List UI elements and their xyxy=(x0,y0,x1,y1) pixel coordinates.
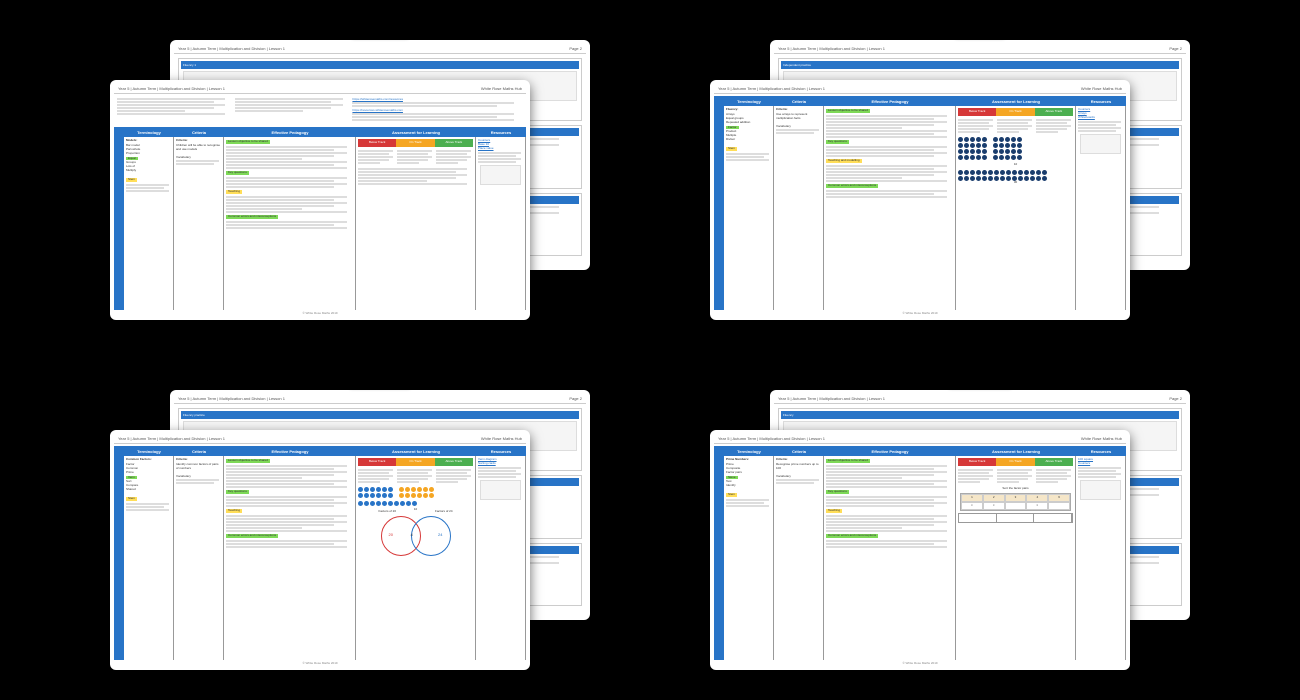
page-header: Year 5 | Autumn Term | Multiplication an… xyxy=(774,394,1186,404)
column-header-row: Terminology Criteria Effective Pedagogy … xyxy=(114,446,526,456)
page-header: Year 5 | Autumn Term | Multiplication an… xyxy=(174,394,586,404)
assessment-header: Below Track On Track Above Track xyxy=(958,108,1073,116)
back-panel-title: Independent practice xyxy=(781,61,1179,69)
page-front: Year 5 | Autumn Term | Multiplication an… xyxy=(110,80,530,320)
resources-column: Venn diagramSorting cards xyxy=(476,456,526,660)
page-header: Year 5 | Autumn Term | Multiplication an… xyxy=(714,434,1126,444)
footer: © White Rose Maths 2019 xyxy=(714,310,1126,316)
slide-front: Year 5 | Autumn Term | Multiplication an… xyxy=(110,80,530,320)
resource-link[interactable]: https://resources.whiterosemaths.com xyxy=(352,108,403,112)
sidebar-accent xyxy=(714,456,724,660)
page-front: Year 5 | Autumn Term | Multiplication an… xyxy=(110,430,530,670)
terminology-column: Prime Numbers: PrimeCompositeFactor pair… xyxy=(724,456,774,660)
footer: © White Rose Maths 2019 xyxy=(114,660,526,666)
resource-item[interactable]: Sorting cards xyxy=(478,462,523,466)
assessment-header: Below Track On Track Above Track xyxy=(358,139,473,147)
column-header-row: Terminology Criteria Effective Pedagogy … xyxy=(714,446,1126,456)
criteria-column: Criteria: Recognise prime numbers up to … xyxy=(774,456,824,660)
counter-group xyxy=(358,487,473,498)
header-sub: White Rose Maths Hub xyxy=(1081,436,1122,441)
resources-column: CountersArraysWhiteboards xyxy=(1076,106,1126,310)
terminology-column: Fluency: ArraysEqual groupsRepeated addi… xyxy=(724,106,774,310)
resource-item[interactable]: Whiteboards xyxy=(1078,116,1123,120)
terminology-column: Common Factors: FactorCommonPrime Venn S… xyxy=(124,456,174,660)
header-sub: White Rose Maths Hub xyxy=(1081,86,1122,91)
page-front: Year 5 | Autumn Term | Multiplication an… xyxy=(710,430,1130,670)
header-title: Year 5 | Autumn Term | Multiplication an… xyxy=(118,436,225,441)
page-header: Year 5 | Autumn Term | Multiplication an… xyxy=(774,44,1186,54)
header-title: Year 5 | Autumn Term | Multiplication an… xyxy=(118,86,225,91)
slide-group-2: Common Year 5 | Autumn Term | Multiplica… xyxy=(110,390,590,670)
venn-diagram: 20 4 24 Factors of 20 Factors of 24 xyxy=(381,516,451,566)
resource-link[interactable]: https://whiterosemaths.com/resources xyxy=(352,97,403,101)
criteria-column: Criteria: Identify common factors of pai… xyxy=(174,456,224,660)
resources-column: 100 squareCounters xyxy=(1076,456,1126,660)
array-diagram xyxy=(958,137,1073,160)
resource-item[interactable]: Place value xyxy=(478,147,523,151)
pedagogy-column: Lesson objective to be shared Key questi… xyxy=(224,456,356,660)
criteria-column: Criteria: Use arrays to represent multip… xyxy=(774,106,824,310)
header-title: Year 5 | Autumn Term | Multiplication an… xyxy=(718,436,825,441)
slide-group-3: Rehearse Year 5 | Autumn Term | Multipli… xyxy=(710,390,1190,670)
pedagogy-column: Lesson objective to be shared Key questi… xyxy=(824,456,956,660)
sidebar-accent xyxy=(114,456,124,660)
criteria-column: Criteria: Children will be able to recog… xyxy=(174,137,224,310)
assessment-header: Below Track On Track Above Track xyxy=(958,458,1073,466)
terminology-column: Models: Bar modelPart-wholeProportion Eq… xyxy=(124,137,174,310)
column-header-row: Terminology Criteria Effective Pedagogy … xyxy=(714,96,1126,106)
counter-row xyxy=(358,501,473,506)
page-header: Year 5 | Autumn Term | Multiplication an… xyxy=(114,84,526,94)
intro-links: https://whiterosemaths.com/resources htt… xyxy=(352,97,523,122)
page-header: Year 5 | Autumn Term | Multiplication an… xyxy=(174,44,586,54)
slide-front: Year 5 | Autumn Term | Multiplication an… xyxy=(110,430,530,670)
slide-front: Year 5 | Autumn Term | Multiplication an… xyxy=(710,430,1130,670)
pedagogy-column: Lesson objective to be shared Key questi… xyxy=(824,106,956,310)
slide-front: Year 5 | Autumn Term | Multiplication an… xyxy=(710,80,1130,320)
sidebar-accent xyxy=(114,137,124,310)
footer: © White Rose Maths 2019 xyxy=(114,310,526,316)
assessment-header: Below Track On Track Above Track xyxy=(358,458,473,466)
assessment-column: Below Track On Track Above Track 10 30 xyxy=(956,106,1076,310)
assessment-column: Below Track On Track Above Track xyxy=(356,137,476,310)
header-sub: White Rose Maths Hub xyxy=(481,86,522,91)
back-panel-title: Fluency 1 xyxy=(181,61,579,69)
footer: © White Rose Maths 2019 xyxy=(714,660,1126,666)
page-front: Year 5 | Autumn Term | Multiplication an… xyxy=(710,80,1130,320)
header-title: Year 5 | Autumn Term | Multiplication an… xyxy=(718,86,825,91)
page-header: Year 5 | Autumn Term | Multiplication an… xyxy=(114,434,526,444)
assessment-column: Below Track On Track Above Track 10 20 4… xyxy=(356,456,476,660)
resources-column: CountersBase 10Place value xyxy=(476,137,526,310)
sidebar-accent xyxy=(714,106,724,310)
resource-item[interactable]: Counters xyxy=(1078,462,1123,466)
factor-table: Sort the factor pairs 12346 ××× xyxy=(958,487,1073,523)
assessment-column: Below Track On Track Above Track Sort th… xyxy=(956,456,1076,660)
page-header: Year 5 | Autumn Term | Multiplication an… xyxy=(714,84,1126,94)
back-panel-title: Fluency practice xyxy=(181,411,579,419)
intro-col xyxy=(235,97,349,122)
intro-col xyxy=(117,97,231,122)
column-header-row: Terminology Criteria Effective Pedagogy … xyxy=(114,127,526,137)
slide-group-0: Models Year 5 | Autumn Term | Multiplica… xyxy=(110,40,590,320)
header-sub: White Rose Maths Hub xyxy=(481,436,522,441)
pedagogy-column: Lesson objective to be shared Key questi… xyxy=(224,137,356,310)
slide-group-1: Two Year 5 | Autumn Term | Multiplicatio… xyxy=(710,40,1190,320)
back-panel-title: Fluency xyxy=(781,411,1179,419)
